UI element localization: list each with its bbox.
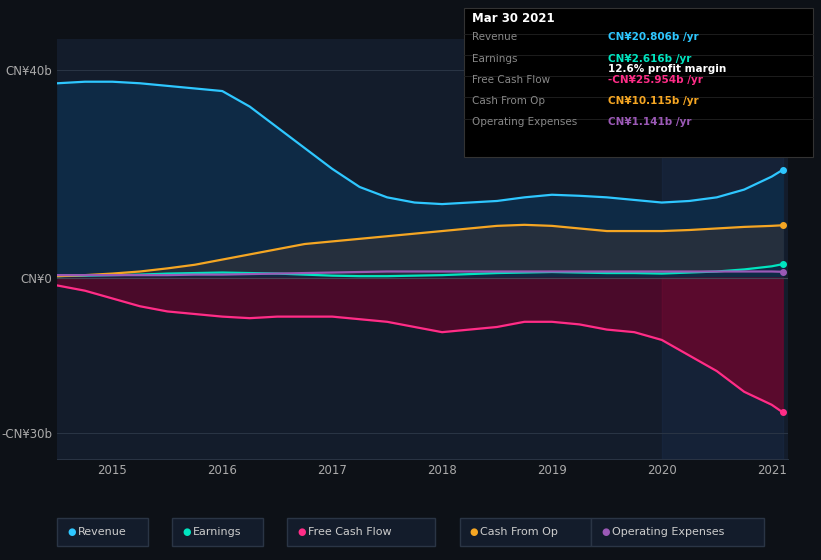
- Text: ●: ●: [470, 527, 478, 537]
- Text: CN¥20.806b /yr: CN¥20.806b /yr: [608, 32, 698, 43]
- Text: CN¥1.141b /yr: CN¥1.141b /yr: [608, 118, 691, 128]
- Text: CN¥10.115b /yr: CN¥10.115b /yr: [608, 96, 698, 106]
- Text: Revenue: Revenue: [78, 527, 126, 537]
- Text: 12.6% profit margin: 12.6% profit margin: [608, 64, 726, 74]
- Text: Operating Expenses: Operating Expenses: [472, 118, 577, 128]
- Text: Mar 30 2021: Mar 30 2021: [472, 12, 555, 25]
- Bar: [662, 39, 782, 459]
- Text: Earnings: Earnings: [193, 527, 241, 537]
- Text: Free Cash Flow: Free Cash Flow: [472, 75, 550, 85]
- Text: -CN¥25.954b /yr: -CN¥25.954b /yr: [608, 75, 703, 85]
- Text: Cash From Op: Cash From Op: [480, 527, 558, 537]
- Text: ●: ●: [182, 527, 190, 537]
- Text: Revenue: Revenue: [472, 32, 517, 43]
- Text: CN¥2.616b /yr: CN¥2.616b /yr: [608, 54, 691, 64]
- Text: ●: ●: [67, 527, 76, 537]
- Text: Earnings: Earnings: [472, 54, 517, 64]
- Text: Free Cash Flow: Free Cash Flow: [308, 527, 392, 537]
- Text: ●: ●: [297, 527, 305, 537]
- Text: ●: ●: [601, 527, 609, 537]
- Text: Operating Expenses: Operating Expenses: [612, 527, 724, 537]
- Text: Cash From Op: Cash From Op: [472, 96, 545, 106]
